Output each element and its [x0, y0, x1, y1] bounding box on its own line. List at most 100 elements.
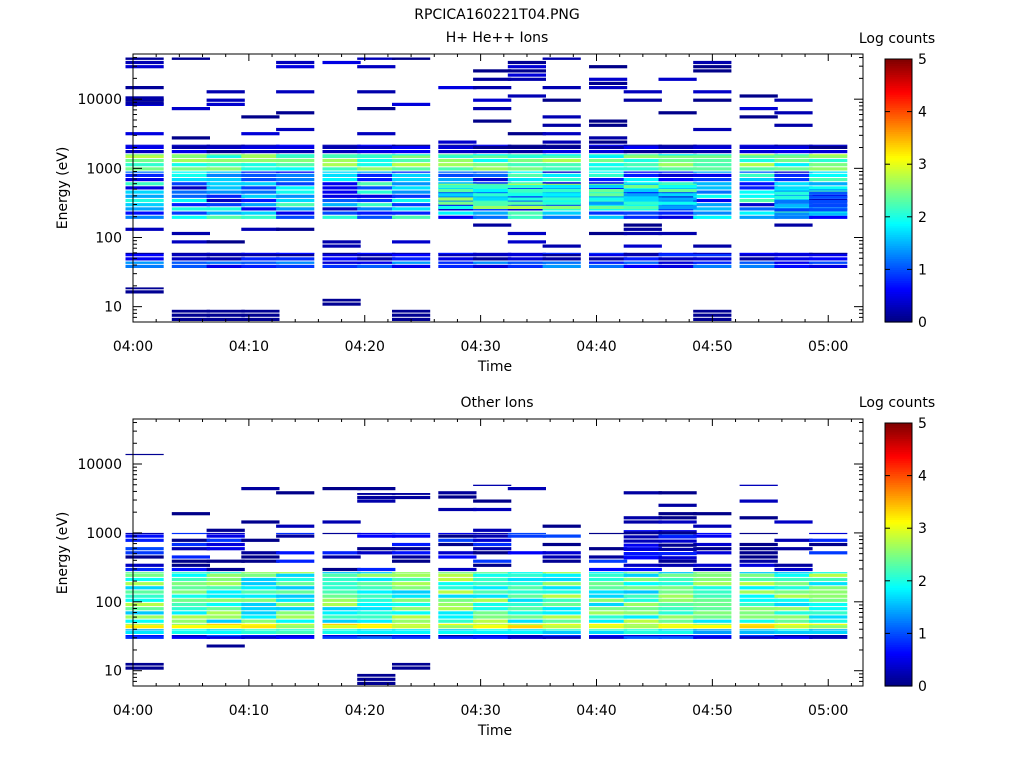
spectrogram-cell [542, 602, 581, 607]
spectrogram-cell [473, 252, 512, 254]
colorbar-segment [885, 431, 912, 435]
spectrogram-cell [658, 503, 697, 507]
spectrogram-cell [739, 572, 778, 574]
spectrogram-cell [276, 60, 315, 65]
spectrogram-cell [171, 198, 210, 203]
spectrogram-cell [623, 189, 662, 193]
spectrogram-cell [739, 207, 778, 211]
spectrogram-cell [774, 204, 813, 208]
spectrogram-cell [438, 615, 477, 619]
spectrogram-cell [739, 167, 778, 171]
spectrogram-cell [774, 173, 813, 177]
spectrogram-cell [774, 590, 813, 594]
colorbar-segment [885, 587, 912, 591]
spectrogram-cell [241, 598, 280, 602]
spectrogram-cell [322, 207, 361, 211]
spectrogram-cell [392, 662, 431, 666]
spectrogram-cell [542, 197, 581, 201]
spectrogram-cell [171, 215, 210, 219]
colorbar-segment [885, 311, 912, 314]
spectrogram-cell [171, 582, 210, 586]
spectrogram-cell [809, 598, 848, 602]
spectrogram-cell [693, 198, 732, 203]
spectrogram-cell [542, 573, 581, 577]
spectrogram-cell [739, 625, 778, 629]
spectrogram-cell [658, 252, 697, 254]
colorbar-segment [885, 639, 912, 643]
spectrogram-cell [809, 629, 848, 631]
spectrogram-cell [693, 144, 732, 146]
spectrogram-cell [542, 534, 581, 538]
spectrogram-cell [542, 123, 581, 127]
spectrogram-cell [739, 257, 778, 261]
spectrogram-cell [739, 573, 778, 577]
spectrogram-cell [507, 261, 546, 264]
spectrogram-cell [623, 252, 662, 254]
colorbar-segment [885, 188, 912, 192]
spectrogram-cell [693, 534, 732, 538]
colorbar-segment [885, 115, 912, 119]
spectrogram-cell [623, 577, 662, 582]
spectrogram-cell [392, 215, 431, 219]
spectrogram-cell [276, 572, 315, 574]
spectrogram-cell [809, 538, 848, 542]
spectrogram-cell [206, 582, 245, 586]
spectrogram-cell [507, 572, 546, 574]
colorbar-tick-label: 0 [918, 679, 927, 695]
colorbar-segment [885, 118, 912, 121]
spectrogram-cell [241, 635, 280, 639]
plot-frame [132, 53, 864, 323]
spectrogram-cell [739, 203, 778, 207]
spectrogram-cell [322, 261, 361, 264]
spectrogram-cell [392, 629, 431, 631]
spectrogram-cell [241, 253, 280, 257]
spectrogram-cell [473, 86, 512, 90]
spectrogram-cell [171, 154, 210, 158]
spectrogram-cell [125, 547, 164, 551]
spectrogram-cell [171, 630, 210, 634]
spectrogram-cell [171, 607, 210, 611]
spectrogram-cell [589, 555, 628, 559]
colorbar-segment [885, 153, 912, 157]
spectrogram-cell [392, 154, 431, 158]
spectrogram-cell [658, 602, 697, 607]
spectrogram-cell [357, 619, 396, 623]
spectrogram-cell [623, 539, 662, 543]
spectrogram-cell [206, 615, 245, 619]
spectrogram-cell [171, 594, 210, 598]
spectrogram-cell [658, 257, 697, 261]
spectrogram-cell [276, 607, 315, 611]
spectrogram-cell [438, 264, 477, 268]
spectrogram-cell [392, 173, 431, 177]
spectrogram-cell [473, 158, 512, 163]
spectrogram-cell [241, 572, 280, 574]
spectrogram-cell [623, 563, 662, 567]
spectrogram-cell [241, 264, 280, 268]
colorbar-segment [885, 449, 912, 453]
spectrogram-cell [357, 594, 396, 598]
spectrogram-cell [809, 542, 848, 547]
colorbar-segment [885, 208, 912, 211]
spectrogram-cell [392, 590, 431, 594]
colorbar-segment [885, 280, 912, 284]
spectrogram-cell [774, 223, 813, 227]
spectrogram-cell [392, 102, 431, 106]
spectrogram-cell [473, 484, 512, 486]
spectrogram-cell [809, 154, 848, 156]
spectrogram-cell [206, 532, 245, 535]
colorbar-segment [885, 192, 912, 196]
spectrogram-cell [322, 607, 361, 611]
spectrogram-cell [739, 516, 778, 520]
spectrogram-cell [774, 167, 813, 171]
colorbar-segment [885, 493, 912, 496]
colorbar-segment [885, 506, 912, 510]
colorbar-segment [885, 203, 912, 207]
spectrogram-cell [658, 615, 697, 619]
spectrogram-cell [206, 207, 245, 211]
spectrogram-cell [542, 264, 581, 268]
colorbar-segment [885, 436, 912, 439]
colorbar-segment [885, 63, 912, 67]
spectrogram-cell [322, 520, 361, 524]
spectrogram-cell [357, 215, 396, 219]
spectrogram-cell [473, 602, 512, 607]
